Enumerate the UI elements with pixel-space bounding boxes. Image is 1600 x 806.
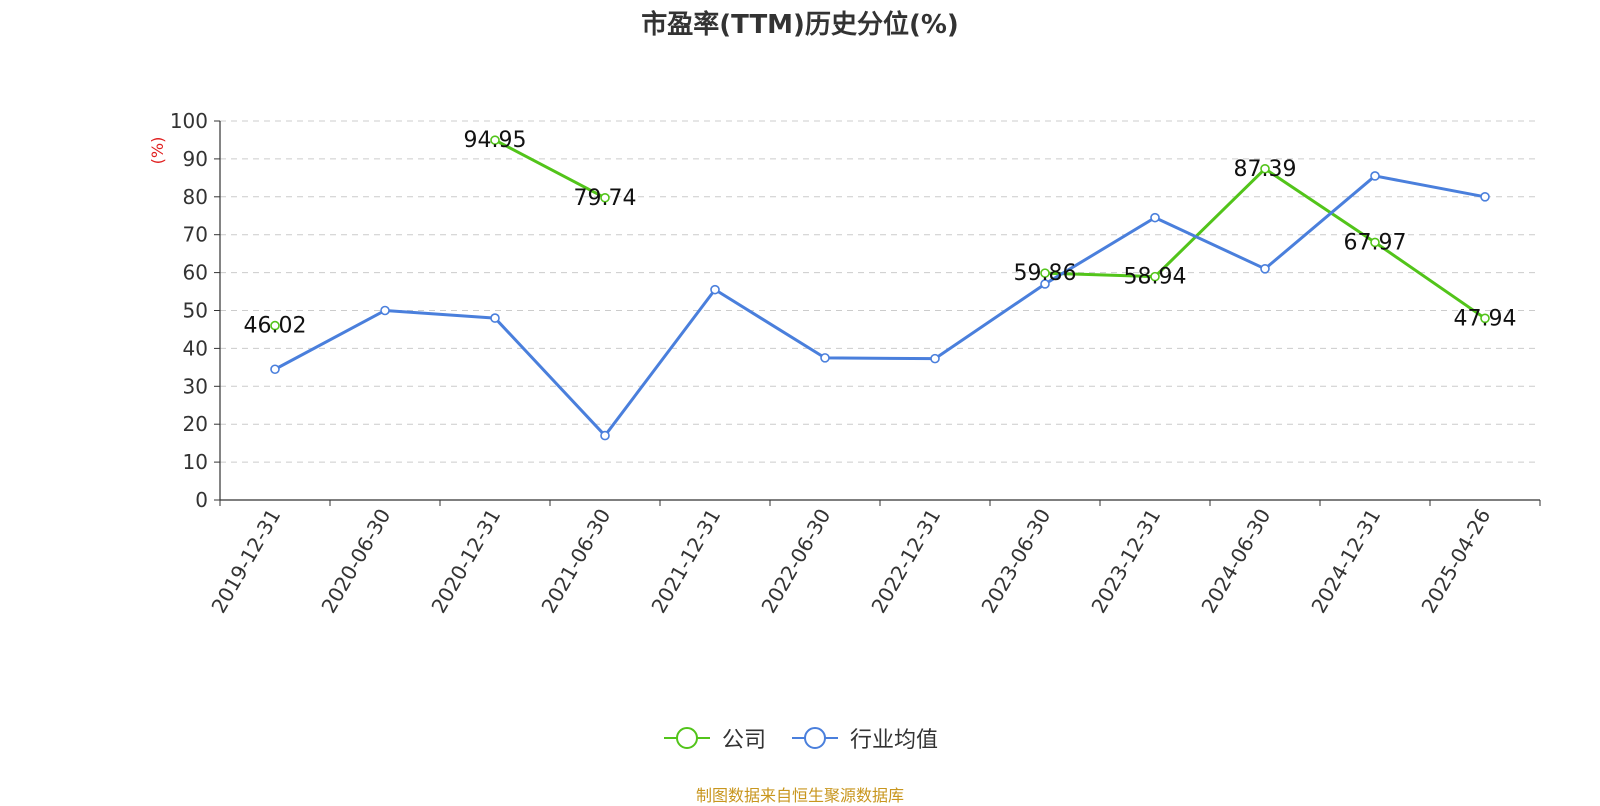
data-point xyxy=(1370,171,1380,181)
x-tick-label: 2020-12-31 xyxy=(426,505,505,618)
x-tick-label: 2021-06-30 xyxy=(536,505,615,618)
data-point xyxy=(380,305,390,316)
data-point xyxy=(1480,313,1490,324)
y-tick-label: 20 xyxy=(183,412,208,436)
data-point xyxy=(600,192,610,203)
x-tick-label: 2025-04-26 xyxy=(1416,505,1495,618)
line-chart: 0 10 20 30 40 50 60 70 80 90 100(%) 2019-12-31 2020-… xyxy=(148,109,1541,618)
y-tick-label: 80 xyxy=(183,185,208,209)
data-point xyxy=(1480,192,1490,202)
data-point xyxy=(1260,163,1270,174)
x-tick-label: 2019-12-31 xyxy=(206,505,285,618)
x-tick-label: 2021-12-31 xyxy=(646,505,725,618)
data-point xyxy=(490,313,500,323)
data-point xyxy=(1040,279,1050,289)
chart-title: 市盈率(TTM)历史分位(%) xyxy=(641,10,959,40)
y-tick-label: 10 xyxy=(183,450,208,474)
x-tick-label: 2024-12-31 xyxy=(1306,505,1385,618)
x-tick-label: 2024-06-30 xyxy=(1196,505,1275,618)
y-tick-label: 60 xyxy=(183,261,208,285)
data-label: 58.94 xyxy=(1124,265,1187,290)
data-point xyxy=(270,320,280,331)
data-label: 59.86 xyxy=(1014,261,1077,286)
data-label: 46.02 xyxy=(244,314,307,339)
data-point xyxy=(1370,237,1380,248)
legend-item[interactable]: 公司 xyxy=(662,722,766,754)
y-tick-label: 40 xyxy=(183,336,208,360)
x-tick-label: 2022-06-30 xyxy=(756,505,835,618)
x-tick-label: 2023-06-30 xyxy=(976,505,1055,618)
data-point xyxy=(1150,212,1160,223)
data-label: 67.97 xyxy=(1344,230,1407,255)
y-tick-label: 0 xyxy=(195,488,208,512)
y-tick-label: 90 xyxy=(183,147,208,171)
y-tick-label: 50 xyxy=(183,299,208,323)
x-tick-label: 2020-06-30 xyxy=(316,505,395,618)
series-line-company xyxy=(494,138,1486,320)
data-point xyxy=(1040,268,1050,278)
data-point xyxy=(1150,271,1160,282)
y-tick-label: 70 xyxy=(183,223,208,247)
legend-label: 行业均值 xyxy=(850,728,939,753)
legend-label: 公司 xyxy=(721,728,766,753)
x-tick-label: 2023-12-31 xyxy=(1086,505,1165,618)
data-label: 94.95 xyxy=(464,128,527,153)
data-label: 79.74 xyxy=(574,186,637,211)
legend-marker-icon xyxy=(792,727,838,749)
data-point xyxy=(1260,264,1270,274)
data-labels: 46.02 94.95 79.74 59.86 58.94 87.39 67.97 47.94 xyxy=(244,128,1517,338)
data-point xyxy=(600,430,610,441)
axes: 0 10 20 30 40 50 60 70 80 90 100(%) 2019-12-31 2020-… xyxy=(148,109,1541,618)
legend: 公司 行业均值 xyxy=(0,722,1600,754)
series-lines xyxy=(270,135,1490,441)
series-line-industry xyxy=(274,174,1486,438)
data-point xyxy=(930,353,940,364)
x-tick-label: 2022-12-31 xyxy=(866,505,945,618)
data-point xyxy=(820,353,830,363)
legend-item[interactable]: 行业均值 xyxy=(790,722,938,754)
y-tick-label: 100 xyxy=(170,109,208,133)
source-note: 制图数据来自恒生聚源数据库 xyxy=(695,786,904,805)
data-point xyxy=(270,364,280,375)
data-point xyxy=(710,284,720,295)
y-tick-label: 30 xyxy=(183,374,208,398)
grid-lines xyxy=(220,120,1540,463)
data-point xyxy=(490,135,500,145)
legend-marker-icon xyxy=(663,727,710,749)
data-label: 47.94 xyxy=(1454,306,1517,331)
y-axis-label: (%) xyxy=(148,137,167,165)
data-label: 87.39 xyxy=(1234,157,1297,182)
